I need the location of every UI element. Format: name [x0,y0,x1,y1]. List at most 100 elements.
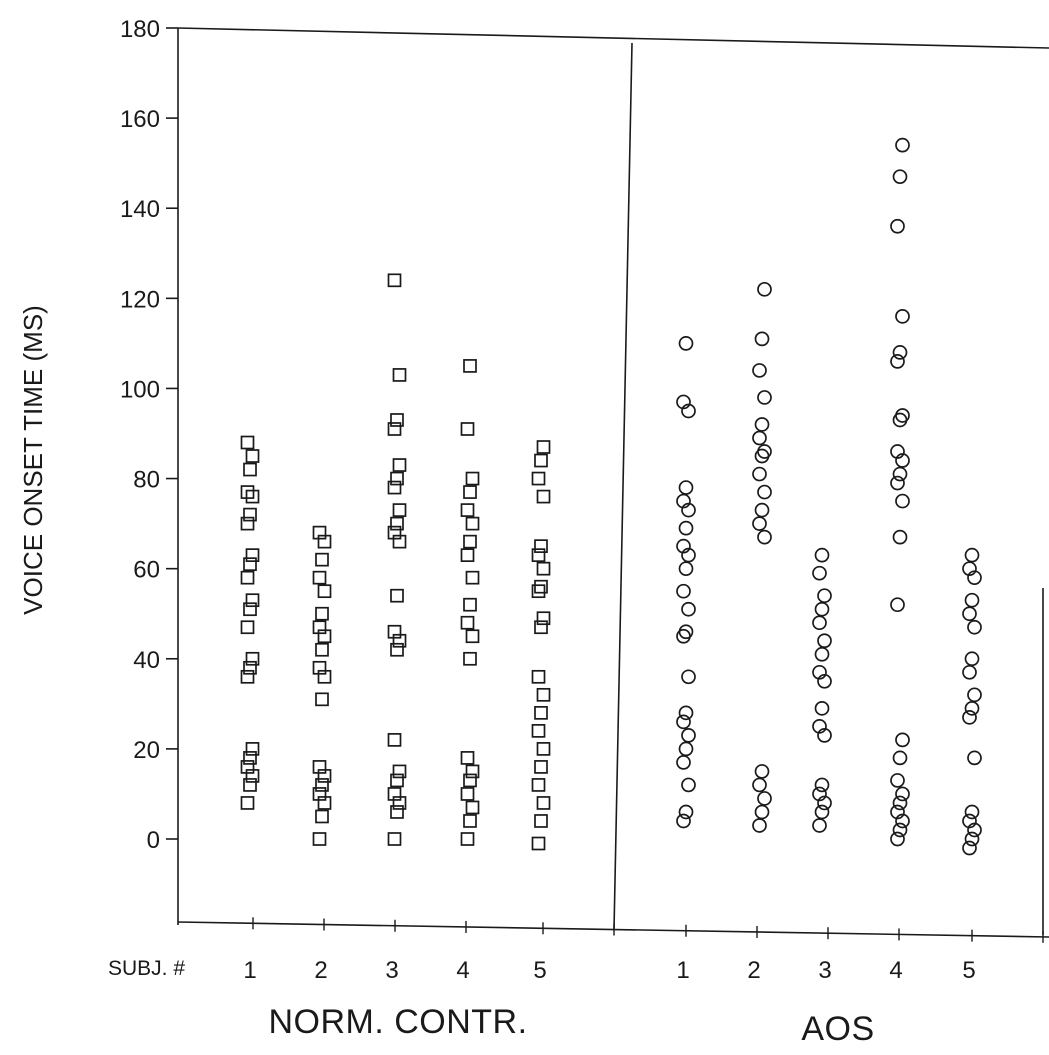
square-point [315,606,329,621]
x-tick-label: 4 [456,957,469,984]
top-border-line [177,27,1049,49]
square-point [312,620,327,635]
square-point [531,836,546,851]
square-point [536,687,551,702]
circle-point [752,777,767,793]
circle-point [892,169,908,185]
square-point [465,516,480,531]
circle-point [964,592,980,608]
square-point [536,796,551,810]
square-point [463,773,477,788]
square-point [240,620,255,635]
circle-point [964,651,980,667]
circle-point [681,547,696,563]
square-point [536,742,551,756]
square-point [245,769,260,783]
square-point [534,814,548,828]
square-point [536,611,551,626]
square-point [240,796,255,810]
square-point [315,809,329,824]
square-point [240,516,255,531]
square-point [531,669,546,684]
square-point [312,660,327,675]
circle-point [681,502,696,518]
y-tick-label: 160 [120,106,160,133]
x-tick-label: 3 [818,957,831,984]
circle-point [812,818,827,833]
y-tick-label: 60 [133,557,160,584]
square-point [390,642,404,657]
x-tick-label: 1 [243,957,256,984]
square-point [387,733,402,747]
square-point [317,669,332,684]
circle-point [962,561,977,577]
square-point [465,629,480,644]
circle-point [814,777,830,793]
square-point [534,453,548,468]
square-point [534,539,548,553]
circle-point [681,669,696,685]
square-point [465,764,480,779]
square-point [460,548,475,563]
circle-point [895,493,910,509]
y-tick-label: 20 [133,737,160,764]
square-point [317,796,332,810]
circle-point [814,646,830,662]
circle-point [678,520,694,536]
square-point [312,832,327,846]
square-point [531,778,546,792]
square-point [312,787,327,801]
square-point [460,615,475,630]
circle-point [676,394,691,410]
square-point [460,832,475,846]
square-point [312,760,327,774]
circle-point [757,390,772,405]
circle-point [964,804,980,820]
circle-point [892,795,908,811]
circle-point [895,732,910,748]
circle-point [812,786,827,802]
circle-point [681,728,696,743]
circle-point [890,354,905,369]
group-label-norm-contr: NORM. CONTR. [268,1003,527,1041]
square-point [531,471,546,486]
circle-point [812,615,827,631]
square-point [245,449,260,463]
circle-point [890,218,905,234]
square-point [390,516,404,531]
square-point [536,489,551,504]
circle-point [892,529,908,545]
x-tick-label: 2 [314,957,327,984]
square-point [387,832,402,846]
square-point [245,593,260,608]
square-point [317,769,332,783]
circle-point [754,331,770,347]
square-point [317,534,332,549]
circle-point [892,466,908,482]
circle-point [676,813,691,829]
circle-point [964,547,980,563]
square-point [465,471,480,486]
circle-point [814,700,830,716]
square-point [387,787,402,801]
subject-number-label: SUBJ. # [108,957,185,980]
x-tick-label: 2 [747,957,760,984]
square-point [465,800,480,815]
square-point [534,620,548,635]
square-point [245,548,260,563]
circle-point [890,597,905,613]
square-point [317,629,332,644]
circle-point [752,818,767,833]
square-point [392,368,407,382]
square-point [531,548,546,563]
circle-point [890,804,905,820]
circle-point [817,673,832,689]
circle-point [814,804,830,820]
circle-point [967,570,982,586]
x-tick-label: 5 [533,957,546,984]
circle-point [676,755,691,770]
y-tick-label: 140 [120,196,160,223]
circle-point [895,786,910,802]
square-point [534,579,548,594]
circle-point [814,547,830,563]
